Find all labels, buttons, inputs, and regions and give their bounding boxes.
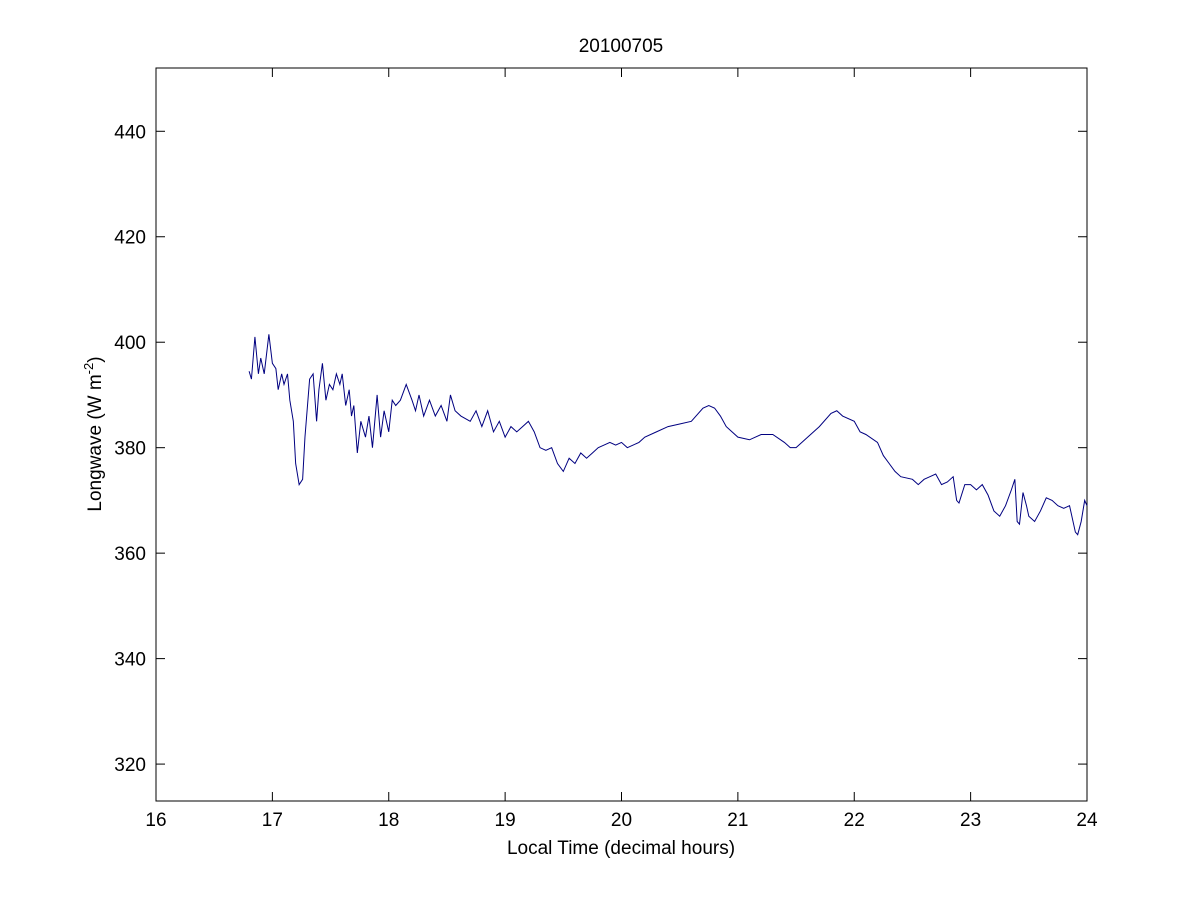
y-tick-label: 380 [114,439,146,460]
chart-title: 20100705 [579,36,664,57]
y-tick-label: 320 [114,755,146,776]
data-line [248,334,1088,536]
y-label-superscript: -2 [81,363,96,375]
y-tick-label: 420 [114,228,146,249]
y-tick-label: 340 [114,650,146,671]
x-tick-label: 21 [727,810,748,831]
y-tick-label: 400 [114,333,146,354]
x-tick-label: 17 [262,810,283,831]
x-tick-label: 19 [495,810,516,831]
x-tick-label: 18 [378,810,399,831]
x-tick-label: 23 [960,810,981,831]
y-label-text: Longwave (W m [85,374,106,511]
y-tick-label: 440 [114,122,146,143]
x-tick-label: 22 [844,810,865,831]
plot-box [155,67,1088,802]
y-label-suffix: ) [85,356,106,362]
y-axis-label: Longwave (W m-2) [81,356,106,511]
x-axis-label: Local Time (decimal hours) [507,838,735,859]
x-tick-label: 16 [145,810,166,831]
y-tick-label: 360 [114,544,146,565]
x-tick-label: 20 [611,810,632,831]
x-tick-label: 24 [1076,810,1098,831]
